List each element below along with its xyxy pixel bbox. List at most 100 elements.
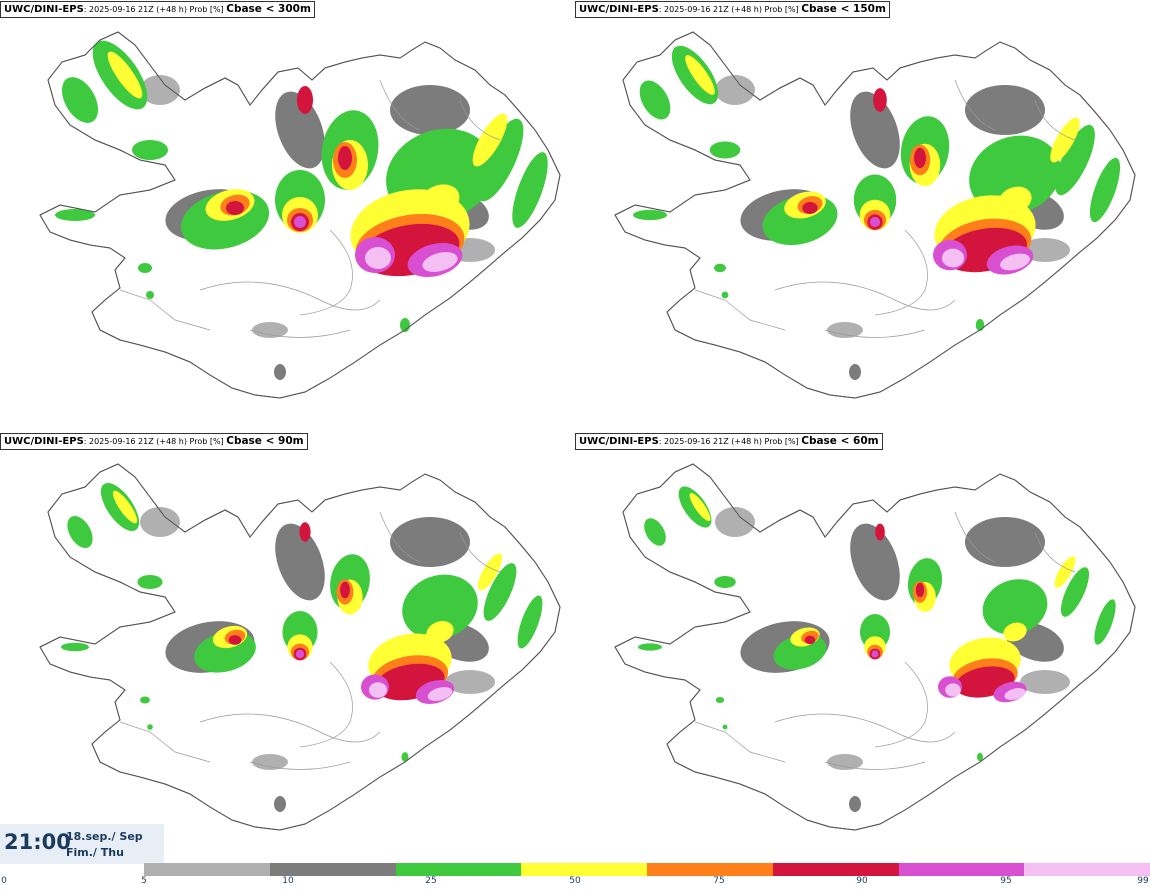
terrain-contour [379,79,421,131]
probability-area [998,186,1032,214]
terrain-contour [774,281,956,311]
terrain-contour [299,229,353,316]
probability-area [915,582,925,598]
probability-area [112,490,138,524]
iceland-map [39,31,561,399]
probability-area [965,85,1045,135]
probability-area [426,621,454,643]
probability-area [252,322,288,338]
map-panel-cbase-150m: UWC/DINI-EPS: 2025-09-16 21Z (+48 h) Pro… [575,0,1150,435]
probability-area [633,209,667,221]
coastline-outline [614,463,1136,831]
probability-area [422,252,458,272]
probability-area [132,140,168,160]
panel-title: UWC/DINI-EPS: 2025-09-16 21Z (+48 h) Pro… [0,433,308,450]
probability-area [274,364,286,380]
terrain-contour [824,761,926,770]
probability-area [512,152,548,228]
legend-swatch [395,863,522,876]
probability-area [275,523,325,601]
probability-area [274,796,286,812]
probability-area [365,247,391,269]
terrain-contour [954,511,996,563]
legend-tick-label: 5 [141,876,147,886]
terrain-contour [379,511,421,563]
probability-area [850,523,900,601]
probability-area [873,88,887,112]
probability-area [709,141,741,159]
probability-area [869,216,881,228]
terrain-contour [694,721,786,763]
legend-tick-label: 90 [856,876,868,886]
panel-title: UWC/DINI-EPS: 2025-09-16 21Z (+48 h) Pro… [575,1,890,18]
terrain-contour [459,531,501,573]
probability-area [299,522,311,542]
coastline-outline [39,463,561,831]
probability-area [295,649,305,659]
panel-title: UWC/DINI-EPS: 2025-09-16 21Z (+48 h) Pro… [575,433,883,450]
legend-tick-label: 99 [1137,876,1149,886]
terrain-contour [774,713,956,743]
probability-area [875,523,885,541]
probability-area [137,575,163,589]
probability-area [61,642,89,652]
probability-area [977,752,983,762]
probability-area [1055,124,1095,196]
valid-time-box: 21:00 18.sep./ Sep Fim./ Thu [0,824,164,864]
probability-area [477,553,503,591]
probability-area [402,574,478,640]
terrain-contour [299,661,353,748]
probability-area [975,319,985,331]
probability-area [147,724,153,730]
probability-area [472,113,508,167]
iceland-map [614,463,1136,831]
probability-area [252,754,288,770]
valid-weekday: Fim./ Thu [66,846,124,859]
legend-tick-label: 10 [282,876,294,886]
probability-area [1004,688,1026,700]
probability-area [1094,599,1116,645]
terrain-contour [694,289,786,331]
terrain-contour [249,329,351,338]
probability-area [715,75,755,105]
probability-area [368,682,388,698]
probability-area [965,517,1045,567]
terrain-contour [874,229,928,316]
legend-swatch [144,863,270,876]
probability-area [427,687,453,701]
probability-area [714,576,736,588]
probability-area [804,635,816,645]
terrain-contour [199,713,381,743]
probability-area [107,51,143,99]
legend-swatch [1024,863,1150,876]
probability-area [1020,670,1070,694]
terrain-contour [249,761,351,770]
probability-area [849,796,861,812]
terrain-contour [119,721,211,763]
probability-area [644,518,666,546]
probability-area [483,563,517,621]
map-panel-cbase-300m: UWC/DINI-EPS: 2025-09-16 21Z (+48 h) Pro… [0,0,575,435]
probability-area [297,86,313,114]
legend-tick-label: 95 [1000,876,1012,886]
probability-area [338,146,352,170]
probability-area [228,635,242,645]
probability-area [715,697,725,703]
probability-area [401,752,409,762]
probability-area [969,135,1061,215]
probability-area [639,80,671,120]
valid-date: 18.sep./ Sep [66,830,143,843]
probability-area [138,263,152,273]
probability-area [941,248,965,268]
probability-area [1050,117,1080,163]
probability-area [982,579,1048,635]
probability-area [849,364,861,380]
legend-tick-label: 0 [1,876,7,886]
probability-area [1060,567,1090,617]
probability-area [715,507,755,537]
terrain-contour [1034,531,1076,573]
legend-swatch [647,863,773,876]
iceland-map [614,31,1136,399]
probability-area [685,55,715,95]
probability-area [714,263,726,273]
